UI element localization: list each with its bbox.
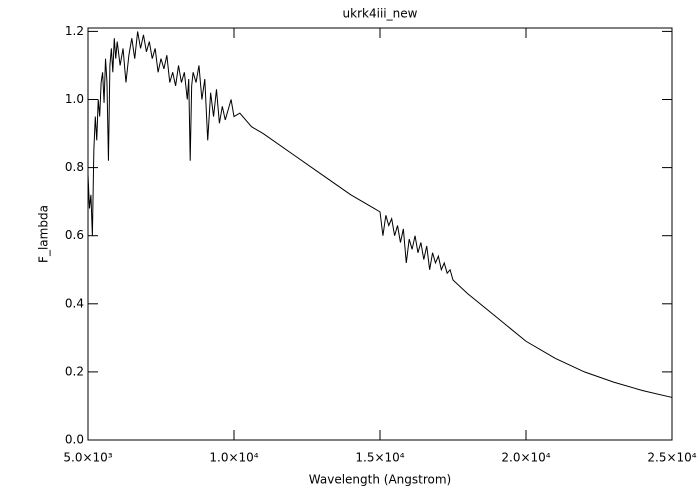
x-tick-label: 2.0×10⁴ [501,451,550,465]
spectrum-line [87,31,673,398]
y-tick-label: 0.2 [65,364,84,378]
y-axis-label: F_lambda [37,205,51,263]
x-tick-label: 1.5×10⁴ [355,451,404,465]
y-tick-label: 0.8 [65,160,84,174]
y-tick-label: 0.0 [65,433,84,447]
y-tick-label: 1.2 [65,24,84,38]
x-tick-label: 5.0×10³ [63,451,112,465]
plot-frame [87,27,673,441]
y-tick-label: 0.4 [65,296,84,310]
chart-title: ukrk4iii_new [343,7,418,21]
y-tick-label: 0.6 [65,228,84,242]
x-tick-label: 1.0×10⁴ [209,451,258,465]
y-tick-label: 1.0 [65,92,84,106]
x-axis-label: Wavelength (Angstrom) [309,473,451,487]
x-tick-label: 2.5×10⁴ [647,451,696,465]
